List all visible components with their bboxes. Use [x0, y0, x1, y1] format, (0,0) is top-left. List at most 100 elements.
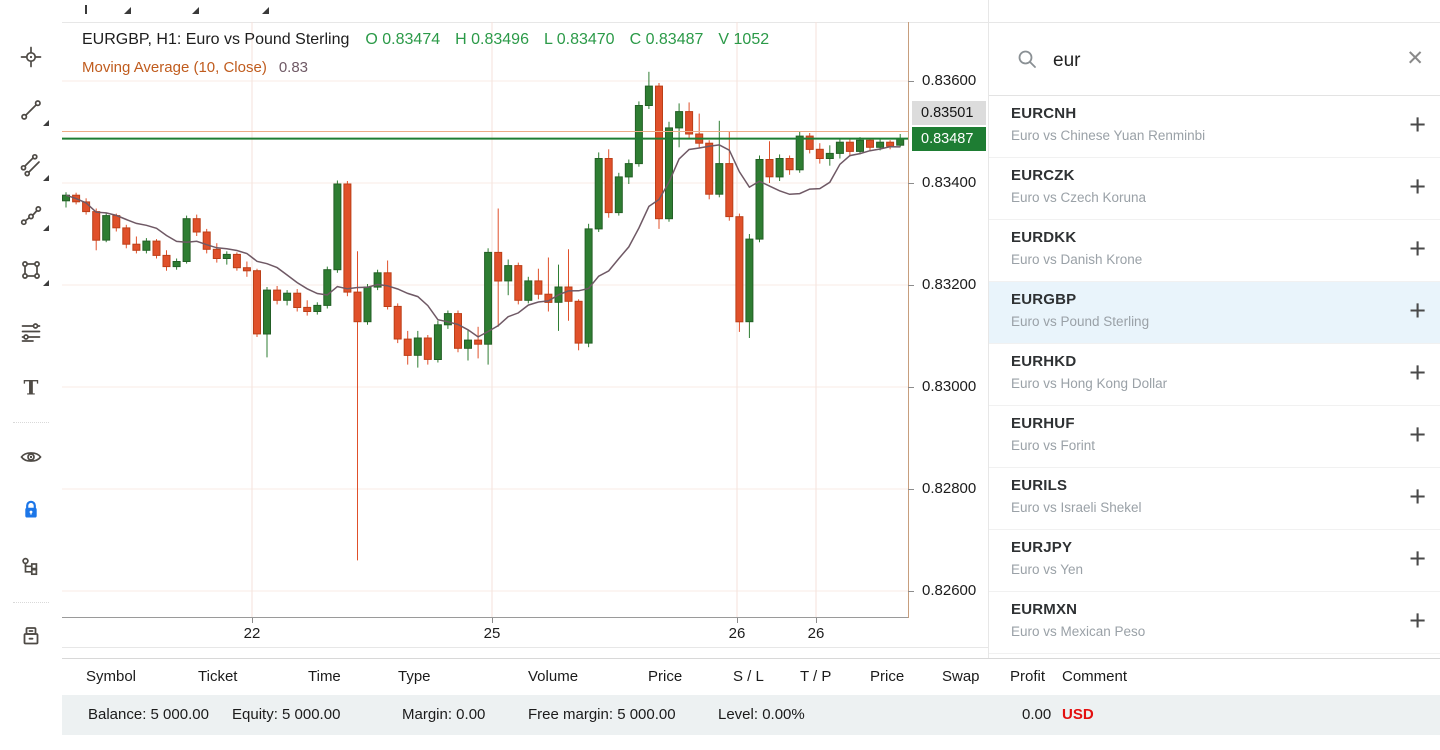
- shapes-tool-icon[interactable]: [19, 258, 49, 286]
- fibonacci-levels-tool-icon[interactable]: [19, 321, 43, 345]
- dropdown-corner-icon: [192, 7, 199, 14]
- symbol-name: EURGBP: [1011, 291, 1077, 308]
- clear-search-icon[interactable]: ✕: [1406, 47, 1424, 70]
- time-axis[interactable]: 22 25 26 26: [62, 617, 908, 647]
- price-axis-label: 0.83600: [922, 72, 977, 89]
- svg-text:T: T: [24, 376, 39, 400]
- orders-column-header[interactable]: Price: [870, 668, 905, 685]
- text-tool-icon[interactable]: T: [19, 376, 43, 400]
- symbol-name: EURILS: [1011, 477, 1068, 494]
- add-symbol-button[interactable]: +: [1409, 295, 1426, 327]
- orders-column-header[interactable]: Volume: [528, 668, 579, 685]
- symbol-row[interactable]: EURJPY Euro vs Yen +: [989, 530, 1440, 592]
- add-symbol-button[interactable]: +: [1409, 419, 1426, 451]
- symbol-name: EURHUF: [1011, 415, 1075, 432]
- account-currency: USD: [1062, 706, 1094, 723]
- symbol-row[interactable]: EURGBP Euro vs Pound Sterling +: [989, 282, 1440, 344]
- balance-stat: Balance: 5 000.00: [88, 706, 209, 723]
- time-tick: [816, 618, 817, 623]
- orders-column-header[interactable]: Type: [398, 668, 431, 685]
- indicator-value: 0.83: [278, 59, 309, 76]
- symbol-row[interactable]: EURHKD Euro vs Hong Kong Dollar +: [989, 344, 1440, 406]
- time-tick: [252, 618, 253, 623]
- ask-price-badge: 0.83501: [912, 101, 986, 125]
- price-axis-border: [908, 22, 909, 618]
- price-axis-label: 0.82800: [922, 480, 977, 497]
- candlestick-chart-canvas[interactable]: [62, 22, 908, 617]
- price-tick: [908, 183, 914, 184]
- add-symbol-button[interactable]: +: [1409, 171, 1426, 203]
- symbol-description: Euro vs Danish Krone: [1011, 252, 1143, 267]
- price-tick: [908, 489, 914, 490]
- trend-line-tool-icon[interactable]: [19, 98, 49, 126]
- price-tick: [908, 81, 914, 82]
- dropdown-corner-icon: [43, 175, 49, 181]
- symbol-name: EURHKD: [1011, 353, 1077, 370]
- time-axis-label: 26: [807, 625, 825, 642]
- orders-column-header[interactable]: Price: [648, 668, 683, 685]
- orders-column-header[interactable]: S / L: [733, 668, 764, 685]
- price-axis-label: 0.83000: [922, 378, 977, 395]
- time-axis-label: 22: [243, 625, 261, 642]
- ohlcv-item: C 0.83487: [629, 31, 704, 48]
- symbol-description: Euro vs Chinese Yuan Renminbi: [1011, 128, 1206, 143]
- add-symbol-button[interactable]: +: [1409, 481, 1426, 513]
- ohlcv-item: O 0.83474: [365, 31, 441, 48]
- delete-objects-trash-icon[interactable]: [19, 624, 43, 648]
- price-axis-label: 0.83400: [922, 174, 977, 191]
- add-symbol-button[interactable]: +: [1409, 605, 1426, 637]
- orders-column-header[interactable]: Profit: [1010, 668, 1046, 685]
- visibility-eye-icon[interactable]: [19, 445, 43, 469]
- orders-column-header[interactable]: Time: [308, 668, 341, 685]
- symbol-row[interactable]: EURCNH Euro vs Chinese Yuan Renminbi +: [989, 96, 1440, 158]
- free-margin-stat: Free margin: 5 000.00: [528, 706, 676, 723]
- bid-price-badge: 0.83487: [912, 127, 986, 151]
- object-list-tree-icon[interactable]: [19, 555, 43, 579]
- symbol-row[interactable]: EURMXN Euro vs Mexican Peso +: [989, 592, 1440, 654]
- dropdown-corner-icon: [43, 225, 49, 231]
- symbol-row[interactable]: EURDKK Euro vs Danish Krone +: [989, 220, 1440, 282]
- symbol-name: EURDKK: [1011, 229, 1077, 246]
- ohlcv-readout: O 0.83474 H 0.83496 L 0.83470 C 0.83487 V 10…: [365, 31, 769, 49]
- symbol-row[interactable]: EURILS Euro vs Israeli Shekel +: [989, 468, 1440, 530]
- symbol-row[interactable]: EURHUF Euro vs Forint +: [989, 406, 1440, 468]
- symbol-description: Euro vs Pound Sterling: [1011, 314, 1150, 329]
- margin-level-stat: Level: 0.00%: [718, 706, 805, 723]
- symbol-row[interactable]: EURCZK Euro vs Czech Koruna +: [989, 158, 1440, 220]
- symbol-search-input[interactable]: [1051, 42, 1385, 80]
- orders-table-header: Symbol Ticket Time Type Volume Price S / L T / …: [62, 659, 1440, 695]
- price-tick: [908, 285, 914, 286]
- dropdown-corner-icon: [124, 7, 131, 14]
- symbol-list: EURCNH Euro vs Chinese Yuan Renminbi + EURC…: [989, 96, 1440, 654]
- chart-region: 22 25 26 26 0.83501 0.83487 0.83600 0.83400 0…: [62, 0, 988, 658]
- polyline-tool-icon[interactable]: [19, 203, 49, 231]
- parallel-channel-tool-icon[interactable]: [19, 153, 49, 181]
- add-symbol-button[interactable]: +: [1409, 543, 1426, 575]
- add-symbol-button[interactable]: +: [1409, 233, 1426, 265]
- time-axis-bottom-border: [62, 647, 988, 648]
- orders-column-header[interactable]: Swap: [942, 668, 980, 685]
- total-profit-value: 0.00: [1022, 706, 1052, 723]
- equity-stat: Equity: 5 000.00: [232, 706, 341, 723]
- orders-column-header[interactable]: Comment: [1062, 668, 1128, 685]
- add-symbol-button[interactable]: +: [1409, 357, 1426, 389]
- symbol-description: Euro vs Mexican Peso: [1011, 624, 1146, 639]
- symbol-description: Euro vs Israeli Shekel: [1011, 500, 1142, 515]
- orders-column-header[interactable]: Symbol: [86, 668, 137, 685]
- chart-top-border: [62, 22, 988, 23]
- symbol-name: EURCNH: [1011, 105, 1077, 122]
- ohlcv-item: V 1052: [718, 31, 770, 48]
- drawing-toolbar: T: [0, 0, 63, 658]
- orders-column-header[interactable]: Ticket: [198, 668, 238, 685]
- ohlcv-item: L 0.83470: [543, 31, 615, 48]
- chart-title-row: EURGBP, H1: Euro vs Pound Sterling O 0.8…: [82, 31, 769, 49]
- price-tick: [908, 387, 914, 388]
- time-axis-label: 25: [483, 625, 501, 642]
- add-symbol-button[interactable]: +: [1409, 109, 1426, 141]
- crosshair-tool-icon[interactable]: [19, 45, 43, 69]
- orders-column-header[interactable]: T / P: [800, 668, 832, 685]
- lock-icon[interactable]: [19, 498, 43, 522]
- price-axis[interactable]: 0.83501 0.83487 0.83600 0.83400 0.83200 0.8…: [908, 0, 988, 658]
- price-axis-label: 0.83200: [922, 276, 977, 293]
- symbol-name: EURJPY: [1011, 539, 1073, 556]
